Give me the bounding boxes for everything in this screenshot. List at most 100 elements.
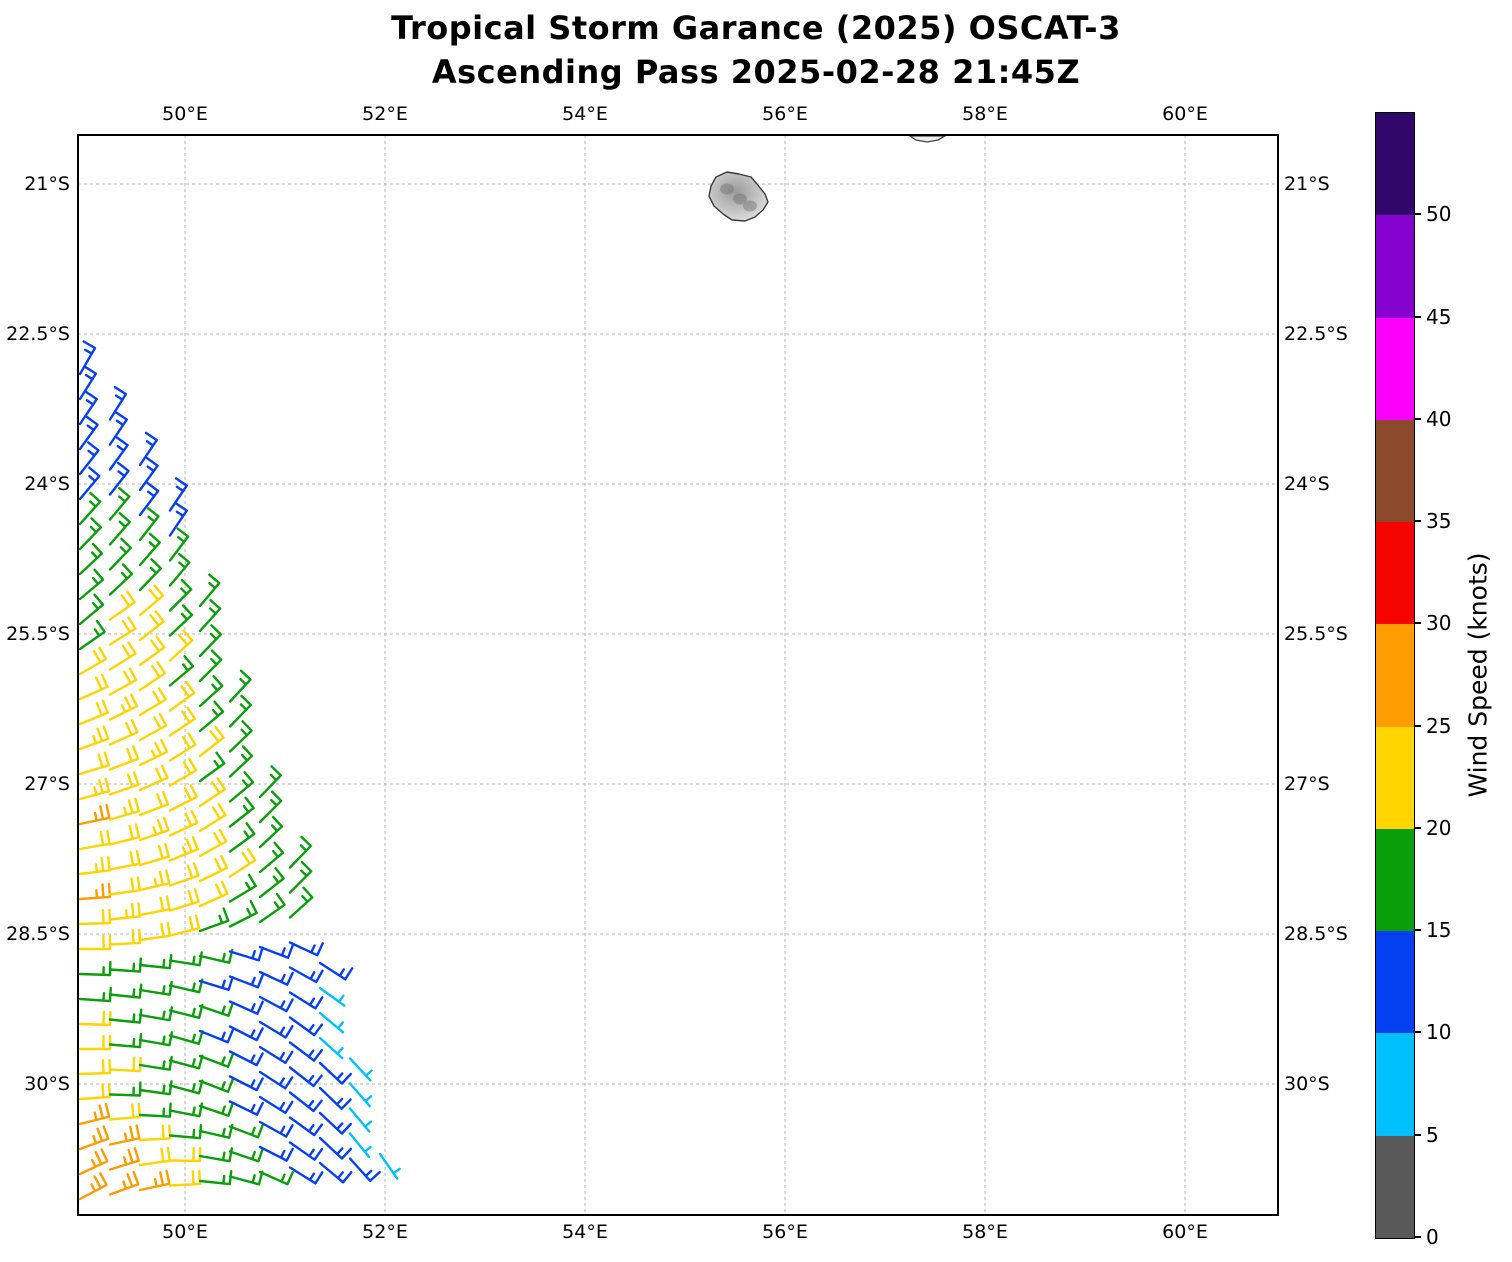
wind-barb (258, 790, 283, 824)
wind-barb (108, 1081, 142, 1097)
wind-barb (258, 1120, 294, 1138)
y-tick-label-right: 30°S (1284, 1073, 1330, 1095)
colorbar-segment-50 (1376, 113, 1414, 216)
wind-barb (318, 1061, 352, 1085)
wind-barb (108, 928, 142, 946)
wind-barb (228, 745, 254, 778)
wind-barb (288, 991, 324, 1010)
x-tick-label-bottom: 60°E (1162, 1221, 1208, 1243)
x-tick-label-bottom: 50°E (162, 1221, 208, 1243)
wind-barb (168, 1054, 204, 1070)
wind-barb (168, 951, 203, 967)
wind-barb (198, 1053, 234, 1068)
wind-barb (108, 563, 134, 596)
wind-barb (228, 1050, 264, 1067)
wind-barb (228, 973, 264, 989)
wind-barb (198, 907, 230, 933)
wind-barb (318, 1036, 344, 1060)
wind-barb (198, 855, 229, 883)
wind-barb (138, 532, 161, 567)
colorbar-tickmark (1414, 929, 1421, 932)
colorbar-tick-label: 20 (1426, 815, 1452, 840)
wind-barb (258, 867, 285, 899)
wind-barb (108, 902, 141, 921)
wind-barb (198, 948, 234, 964)
colorbar-tick-label: 5 (1426, 1122, 1439, 1147)
wind-barb (288, 966, 324, 984)
wind-barb (78, 751, 110, 776)
x-tick-label-bottom: 54°E (562, 1221, 608, 1243)
wind-barb (78, 365, 98, 401)
wind-barb (168, 836, 199, 862)
wind-barb (138, 712, 168, 742)
wind-barb (78, 934, 112, 951)
wind-barb (138, 1080, 173, 1096)
wind-barb (108, 1170, 140, 1196)
y-tick-label-left: 27°S (24, 773, 70, 795)
figure-title-line2: Ascending Pass 2025-02-28 21:45Z (431, 53, 1081, 91)
wind-barb (198, 1123, 234, 1139)
wind-barb (138, 482, 160, 517)
wind-barb (198, 649, 223, 683)
wind-barb (288, 835, 312, 869)
colorbar-tickmark (1414, 417, 1421, 420)
wind-barb (138, 610, 165, 642)
wind-barb (78, 882, 112, 901)
wind-barb (258, 1095, 294, 1115)
wind-barb (78, 390, 98, 426)
wind-barb (348, 1157, 381, 1182)
wind-barb (108, 1102, 142, 1121)
colorbar-segment-25 (1376, 624, 1414, 727)
colorbar-segment-35 (1376, 419, 1414, 523)
wind-barb (78, 340, 97, 376)
wind-barb (138, 954, 173, 970)
wind-barb (168, 732, 197, 762)
wind-barb (78, 593, 105, 626)
colorbar-tickmark (1414, 520, 1421, 523)
wind-barb (198, 976, 234, 991)
wind-barb (108, 386, 128, 421)
wind-barb (78, 1082, 112, 1101)
wind-barb (138, 635, 166, 667)
island-topo-shading (720, 183, 734, 195)
wind-barb (348, 1107, 373, 1133)
wind-barb (228, 1170, 264, 1186)
wind-barb (108, 957, 142, 973)
wind-barb (78, 1034, 112, 1051)
wind-barb (168, 1102, 204, 1118)
wind-barb (108, 745, 140, 771)
wind-barb (168, 578, 193, 612)
colorbar-tickmark (1414, 1236, 1421, 1238)
y-tick-label-left: 22.5°S (6, 323, 70, 345)
colorbar-tick-label: 35 (1426, 509, 1452, 534)
wind-barb (288, 1041, 323, 1062)
wind-barb (138, 584, 165, 617)
wind-barb (138, 1102, 172, 1118)
colorbar-tickmark (1414, 213, 1421, 216)
wind-barb (228, 796, 255, 828)
wind-barb (138, 1124, 172, 1142)
x-tick-label-top: 60°E (1162, 103, 1208, 125)
wind-barb (198, 777, 227, 808)
wind-barb (168, 1146, 202, 1163)
wind-barb (78, 856, 111, 876)
wind-barb (258, 944, 294, 959)
wind-barb (198, 675, 224, 708)
wind-barb (108, 823, 141, 846)
wind-barb (168, 1030, 204, 1045)
wind-barb (228, 1025, 264, 1042)
wind-barb (78, 725, 110, 751)
wind-barb (228, 822, 256, 853)
x-tick-label-top: 54°E (562, 103, 608, 125)
wind-barb (78, 986, 112, 1003)
colorbar-tick-label: 30 (1426, 611, 1452, 636)
figure-title: Tropical Storm Garance (2025) OSCAT-3 As… (0, 6, 1512, 94)
wind-barb (78, 568, 105, 601)
wind-barb (78, 441, 100, 476)
wind-barb (78, 1058, 112, 1076)
wind-barb (78, 619, 106, 651)
wind-barb (198, 751, 226, 783)
colorbar-tick-label: 40 (1426, 406, 1452, 431)
y-tick-label-left: 24°S (24, 473, 70, 495)
